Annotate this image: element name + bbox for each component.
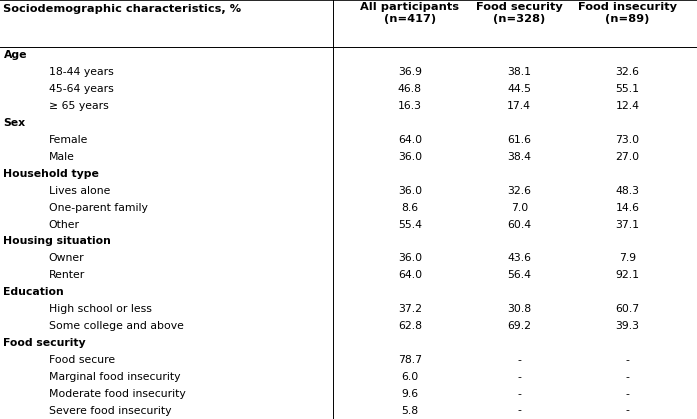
- Text: 44.5: 44.5: [507, 84, 531, 94]
- Text: Housing situation: Housing situation: [3, 236, 112, 246]
- Text: Female: Female: [49, 135, 88, 145]
- Text: Age: Age: [3, 50, 27, 60]
- Text: Other: Other: [49, 220, 79, 230]
- Text: -: -: [625, 389, 629, 398]
- Text: 61.6: 61.6: [507, 135, 531, 145]
- Text: Lives alone: Lives alone: [49, 186, 110, 196]
- Text: -: -: [625, 372, 629, 382]
- Text: 8.6: 8.6: [401, 203, 418, 212]
- Text: Moderate food insecurity: Moderate food insecurity: [49, 389, 185, 398]
- Text: 14.6: 14.6: [615, 203, 639, 212]
- Text: 92.1: 92.1: [615, 270, 639, 280]
- Text: 64.0: 64.0: [398, 270, 422, 280]
- Text: 37.1: 37.1: [615, 220, 639, 230]
- Text: 38.1: 38.1: [507, 67, 531, 77]
- Text: -: -: [625, 355, 629, 365]
- Text: 39.3: 39.3: [615, 321, 639, 331]
- Text: 37.2: 37.2: [398, 304, 422, 314]
- Text: 38.4: 38.4: [507, 152, 531, 162]
- Text: Food insecurity
(n=89): Food insecurity (n=89): [578, 2, 677, 24]
- Text: 32.6: 32.6: [615, 67, 639, 77]
- Text: 32.6: 32.6: [507, 186, 531, 196]
- Text: 69.2: 69.2: [507, 321, 531, 331]
- Text: Sociodemographic characteristics, %: Sociodemographic characteristics, %: [3, 4, 242, 14]
- Text: Food security: Food security: [3, 338, 86, 348]
- Text: 36.9: 36.9: [398, 67, 422, 77]
- Text: 55.4: 55.4: [398, 220, 422, 230]
- Text: One-parent family: One-parent family: [49, 203, 148, 212]
- Text: 73.0: 73.0: [615, 135, 639, 145]
- Text: 60.7: 60.7: [615, 304, 639, 314]
- Text: 45-64 years: 45-64 years: [49, 84, 114, 94]
- Text: Some college and above: Some college and above: [49, 321, 184, 331]
- Text: 7.0: 7.0: [511, 203, 528, 212]
- Text: 27.0: 27.0: [615, 152, 639, 162]
- Text: Education: Education: [3, 287, 64, 297]
- Text: All participants
(n=417): All participants (n=417): [360, 2, 459, 24]
- Text: 36.0: 36.0: [398, 152, 422, 162]
- Text: Household type: Household type: [3, 169, 100, 179]
- Text: 12.4: 12.4: [615, 101, 639, 111]
- Text: -: -: [517, 406, 521, 416]
- Text: Male: Male: [49, 152, 75, 162]
- Text: 16.3: 16.3: [398, 101, 422, 111]
- Text: 9.6: 9.6: [401, 389, 418, 398]
- Text: -: -: [517, 372, 521, 382]
- Text: Food security
(n=328): Food security (n=328): [476, 2, 562, 24]
- Text: Renter: Renter: [49, 270, 85, 280]
- Text: Marginal food insecurity: Marginal food insecurity: [49, 372, 181, 382]
- Text: -: -: [625, 406, 629, 416]
- Text: 17.4: 17.4: [507, 101, 531, 111]
- Text: 36.0: 36.0: [398, 253, 422, 263]
- Text: 60.4: 60.4: [507, 220, 531, 230]
- Text: ≥ 65 years: ≥ 65 years: [49, 101, 109, 111]
- Text: 64.0: 64.0: [398, 135, 422, 145]
- Text: 6.0: 6.0: [401, 372, 418, 382]
- Text: Sex: Sex: [3, 118, 26, 128]
- Text: 62.8: 62.8: [398, 321, 422, 331]
- Text: 36.0: 36.0: [398, 186, 422, 196]
- Text: 46.8: 46.8: [398, 84, 422, 94]
- Text: 55.1: 55.1: [615, 84, 639, 94]
- Text: 78.7: 78.7: [398, 355, 422, 365]
- Text: 18-44 years: 18-44 years: [49, 67, 114, 77]
- Text: High school or less: High school or less: [49, 304, 152, 314]
- Text: Severe food insecurity: Severe food insecurity: [49, 406, 171, 416]
- Text: -: -: [517, 389, 521, 398]
- Text: Owner: Owner: [49, 253, 84, 263]
- Text: Food secure: Food secure: [49, 355, 115, 365]
- Text: 48.3: 48.3: [615, 186, 639, 196]
- Text: -: -: [517, 355, 521, 365]
- Text: 5.8: 5.8: [401, 406, 418, 416]
- Text: 7.9: 7.9: [619, 253, 636, 263]
- Text: 43.6: 43.6: [507, 253, 531, 263]
- Text: 56.4: 56.4: [507, 270, 531, 280]
- Text: 30.8: 30.8: [507, 304, 531, 314]
